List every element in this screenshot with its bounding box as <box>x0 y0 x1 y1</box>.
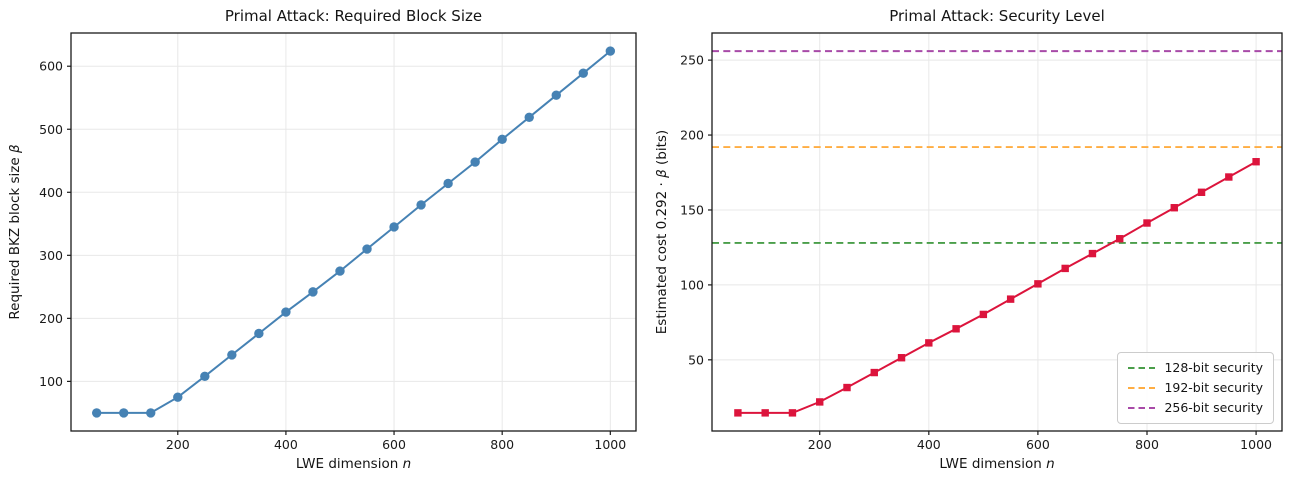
data-point-marker <box>497 134 507 145</box>
data-point-marker <box>227 350 237 360</box>
data-point-marker <box>734 409 742 417</box>
data-point-marker <box>788 409 797 417</box>
x-tick-label: 400 <box>274 437 298 452</box>
x-tick-label: 1000 <box>1240 437 1272 452</box>
data-point-marker <box>761 409 769 417</box>
y-tick-label: 200 <box>680 128 704 143</box>
data-point-marker <box>200 371 210 382</box>
axes-frame <box>70 32 637 432</box>
purple-dashed-line-sample <box>1128 406 1156 410</box>
data-point-marker <box>1252 158 1260 166</box>
orange-dashed-line-sample <box>1128 386 1156 390</box>
x-tick-label: 1000 <box>594 437 626 452</box>
y-tick-label: 400 <box>39 185 63 200</box>
y-tick-label: 150 <box>680 202 704 217</box>
legend-label: 256-bit security <box>1164 400 1263 415</box>
data-line <box>737 160 1257 414</box>
x-tick-label: 200 <box>808 437 832 452</box>
x-tick-label: 400 <box>917 437 941 452</box>
data-point-marker <box>173 392 183 402</box>
data-point-marker <box>1061 264 1069 273</box>
data-point-marker <box>281 307 291 317</box>
left-x-axis-label: LWE dimension n <box>295 456 412 472</box>
data-point-marker <box>979 310 988 319</box>
data-point-marker <box>146 408 156 418</box>
data-point-marker <box>816 398 824 406</box>
data-point-marker <box>1143 219 1151 227</box>
x-tick-label: 600 <box>382 437 406 452</box>
data-point-marker <box>952 325 960 333</box>
y-tick-label: 500 <box>39 122 63 137</box>
data-line <box>96 50 611 414</box>
legend-item-192-bit: 192-bit security <box>1128 380 1263 396</box>
legend-item-128-bit: 128-bit security <box>1128 360 1263 376</box>
data-point-marker <box>470 157 480 167</box>
data-point-marker <box>524 112 534 122</box>
y-tick-label: 300 <box>39 248 63 263</box>
data-point-marker <box>1116 235 1124 243</box>
x-tick-label: 800 <box>490 437 514 452</box>
data-point-marker <box>91 408 102 418</box>
y-tick-label: 200 <box>39 311 63 326</box>
legend-label: 128-bit security <box>1164 360 1263 375</box>
data-point-marker <box>925 339 933 347</box>
data-point-marker <box>1034 280 1042 288</box>
legend-item-256-bit: 256-bit security <box>1128 400 1263 416</box>
data-point-marker <box>362 244 372 254</box>
green-dashed-line-sample <box>1128 366 1156 370</box>
data-point-marker <box>443 178 453 189</box>
data-point-marker <box>1006 295 1015 303</box>
x-tick-label: 600 <box>1026 437 1050 452</box>
data-point-marker <box>1088 249 1097 258</box>
y-tick-label: 50 <box>688 352 704 367</box>
data-point-marker <box>416 200 426 210</box>
data-point-marker <box>389 222 399 232</box>
y-tick-label: 100 <box>680 277 704 292</box>
data-point-marker <box>1197 188 1206 196</box>
y-tick-label: 100 <box>39 374 63 389</box>
right-chart-title: Primal Attack: Security Level <box>889 7 1105 25</box>
data-point-marker <box>578 68 588 78</box>
data-point-marker <box>1225 173 1233 181</box>
right-y-axis-label: Estimated cost 0.292 · β (bits) <box>654 129 670 335</box>
legend: 128-bit security 192-bit security 256-bi… <box>1117 352 1274 424</box>
data-point-marker <box>254 328 264 339</box>
data-point-marker <box>870 368 878 377</box>
data-point-marker <box>335 266 345 276</box>
x-tick-label: 800 <box>1135 437 1159 452</box>
data-point-marker <box>897 354 906 362</box>
legend-label: 192-bit security <box>1164 380 1263 395</box>
x-tick-label: 200 <box>166 437 190 452</box>
data-point-marker <box>1170 204 1178 212</box>
left-chart-title: Primal Attack: Required Block Size <box>224 7 483 25</box>
data-point-marker <box>843 383 851 392</box>
axes-frame <box>711 32 1283 432</box>
left-y-axis-label: Required BKZ block size β <box>7 144 23 320</box>
data-point-marker <box>119 408 129 418</box>
y-tick-label: 600 <box>39 59 63 74</box>
data-point-marker <box>551 90 561 100</box>
right-x-axis-label: LWE dimension n <box>939 456 1055 472</box>
data-point-marker <box>308 287 318 297</box>
y-tick-label: 250 <box>680 53 704 68</box>
data-point-marker <box>605 46 616 56</box>
